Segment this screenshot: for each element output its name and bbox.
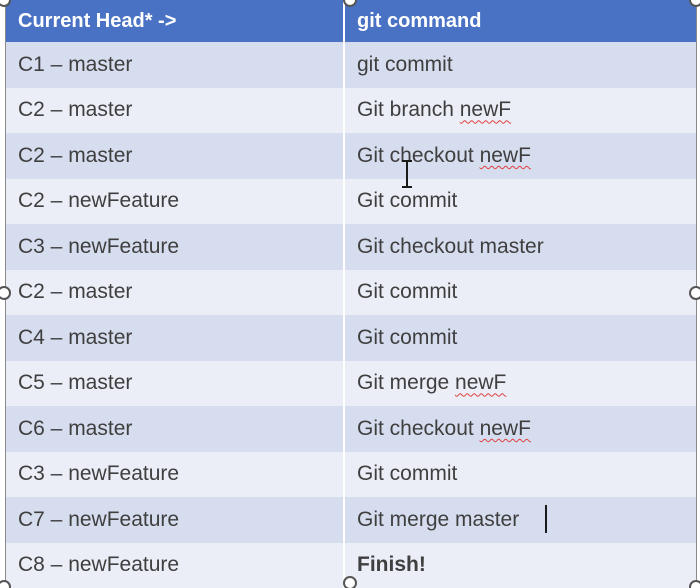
header-git-command[interactable]: git command <box>344 0 696 42</box>
cell-git-command[interactable]: Git commit <box>344 451 696 497</box>
resize-handle-icon[interactable] <box>689 580 700 588</box>
i-beam-cursor-icon <box>402 160 412 188</box>
resize-handle-icon[interactable] <box>689 0 700 7</box>
command-text: Git checkout <box>357 143 480 167</box>
table-header-row: Current Head* -> git command <box>6 0 696 42</box>
spellcheck-flagged-word: newF <box>455 371 507 395</box>
table-row: C3 – newFeature Git checkout master <box>6 224 696 270</box>
cell-git-command[interactable]: Git checkout master <box>344 224 696 270</box>
spellcheck-flagged-word: newF <box>459 98 512 122</box>
git-commands-table-frame[interactable]: Current Head* -> git command C1 – master… <box>6 0 696 588</box>
command-text: Git branch <box>357 98 460 122</box>
text-caret <box>545 505 547 533</box>
cell-current-head[interactable]: C3 – newFeature <box>6 224 345 270</box>
cell-current-head[interactable]: C2 – master <box>6 87 345 133</box>
cell-current-head[interactable]: C4 – master <box>6 315 345 361</box>
cell-git-command[interactable]: Git commit <box>344 269 696 315</box>
cell-current-head[interactable]: C2 – master <box>6 133 345 179</box>
table-row: C8 – newFeature Finish! <box>6 542 696 588</box>
cell-current-head[interactable]: C7 – newFeature <box>6 497 345 543</box>
table-row: C2 – newFeature Git commit <box>6 178 696 224</box>
cell-git-command[interactable]: Git branch newF <box>344 87 696 133</box>
cell-current-head[interactable]: C5 – master <box>6 360 345 406</box>
cell-git-command[interactable]: Git checkout newF <box>344 133 696 179</box>
cell-current-head[interactable]: C2 – master <box>6 269 345 315</box>
cell-git-command[interactable]: Git commit <box>344 315 696 361</box>
cell-git-command[interactable]: Git merge newF <box>344 360 696 406</box>
resize-handle-icon[interactable] <box>689 286 700 300</box>
table-row: C4 – master Git commit <box>6 315 696 361</box>
table-row: C2 – master Git commit <box>6 269 696 315</box>
cell-git-command[interactable]: Git merge master <box>344 497 696 543</box>
git-commands-table: Current Head* -> git command C1 – master… <box>6 0 696 588</box>
cell-current-head[interactable]: C6 – master <box>6 406 345 452</box>
cell-current-head[interactable]: C3 – newFeature <box>6 451 345 497</box>
table-row: C2 – master Git branch newF <box>6 87 696 133</box>
resize-handle-icon[interactable] <box>343 0 357 7</box>
spellcheck-flagged-word: newF <box>479 143 531 167</box>
command-text: Git merge <box>357 371 456 395</box>
table-row: C7 – newFeature Git merge master <box>6 497 696 543</box>
cell-git-command[interactable]: Git commit <box>344 178 696 224</box>
cell-git-command[interactable]: Git checkout newF <box>344 406 696 452</box>
header-current-head[interactable]: Current Head* -> <box>6 0 345 42</box>
cell-current-head[interactable]: C8 – newFeature <box>6 542 345 588</box>
resize-handle-icon[interactable] <box>343 576 357 588</box>
command-text: Git checkout <box>357 416 480 440</box>
table-row: C6 – master Git checkout newF <box>6 406 696 452</box>
table-row: C2 – master Git checkout newF <box>6 133 696 179</box>
resize-handle-icon[interactable] <box>0 286 11 300</box>
cell-current-head[interactable]: C2 – newFeature <box>6 178 345 224</box>
spellcheck-flagged-word: newF <box>479 416 531 440</box>
table-row: C1 – master git commit <box>6 42 696 88</box>
cell-current-head[interactable]: C1 – master <box>6 42 345 88</box>
cell-git-command[interactable]: git commit <box>344 42 696 88</box>
table-row: C5 – master Git merge newF <box>6 360 696 406</box>
resize-handle-icon[interactable] <box>0 580 11 588</box>
cell-git-command[interactable]: Finish! <box>344 542 696 588</box>
table-row: C3 – newFeature Git commit <box>6 451 696 497</box>
resize-handle-icon[interactable] <box>0 0 11 7</box>
